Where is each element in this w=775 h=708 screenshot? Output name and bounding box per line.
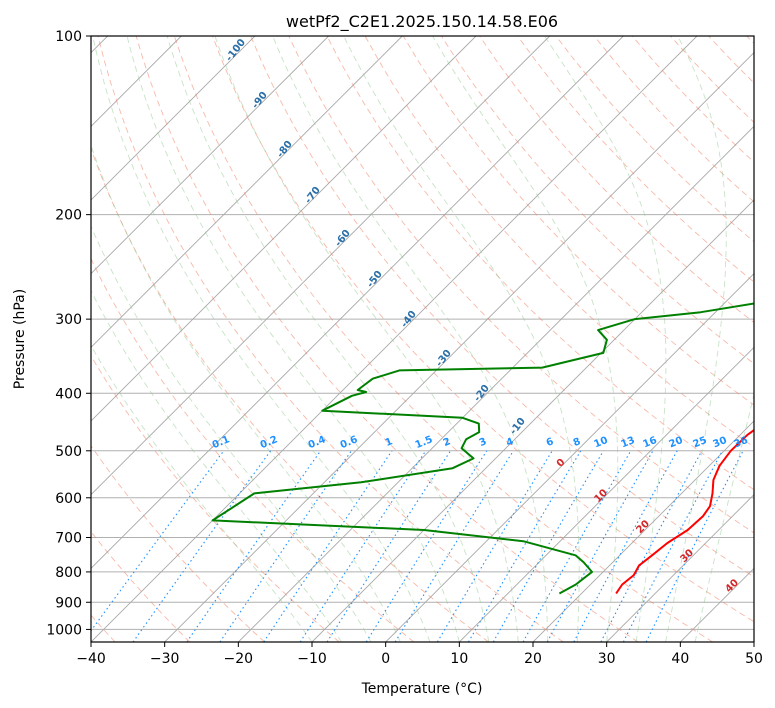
moist-adiabat-line [91,225,372,642]
isotherm-line [459,346,754,642]
moist-adiabat-line [694,392,754,642]
skewed-isotherm-grid [91,36,754,642]
x-tick-label: 0 [381,651,390,667]
mixing-ratio-label: 20 [668,435,685,450]
dry-adiabat-line [97,36,564,642]
moist-adiabat-line [214,36,519,642]
moist-adiabat-line [92,36,431,642]
isotherm-line [532,420,754,642]
isotherm-line [753,641,754,642]
mixing-ratio-label: 8 [572,436,583,449]
mixing-ratio-label: 13 [620,435,637,450]
isotherm-line [91,36,403,348]
dry-adiabat-line [288,36,754,534]
moist-adiabat-line [343,36,580,642]
y-tick-label: 700 [55,531,82,547]
mixing-ratio-label: 3 [478,436,489,449]
moist-adiabat-line [126,36,460,642]
y-tick-label: 800 [55,565,82,581]
mixing-ratio-label: 6 [545,436,556,449]
sounding-profiles [211,302,754,595]
x-tick-label: −30 [150,651,180,667]
y-tick-label: 100 [55,29,82,45]
mixing-ratio-label: 10 [593,435,610,450]
moist-adiabat-line [544,36,667,642]
x-axis: −40 −30 −20 −10 0 10 20 30 40 50 [76,642,763,667]
y-tick-label: 300 [55,312,82,328]
y-tick-label: 400 [55,386,82,402]
mixing-ratio-line [263,450,393,642]
isotherm-line [164,52,754,642]
dry-adiabat-line [91,444,265,642]
mixing-ratio-line [573,450,678,642]
x-tick-label: 20 [524,651,542,667]
isotherm-line [91,36,477,422]
x-tick-label: −10 [297,651,327,667]
y-tick-label: 1000 [46,622,82,638]
isotherm-line [385,273,754,642]
isotherm-line [606,494,754,642]
moist-adiabat-line [665,36,727,642]
mixing-ratio-line [186,450,322,642]
isotherm-line [91,36,698,642]
isobar-grid [91,36,754,630]
mixing-ratio-label: 1 [384,436,395,449]
dry-adiabat-line [212,36,754,623]
moist-adiabat-line [91,143,401,642]
dry-adiabat-line [517,36,754,283]
mixing-ratio-line [299,450,427,642]
x-tick-label: 50 [745,651,763,667]
dewpoint-profile-line [211,302,754,595]
mixing-ratio-label: 30 [712,435,729,450]
mixing-ratio-line [394,450,514,642]
y-axis-title: Pressure (hPa) [12,289,28,389]
moist-adiabat-line [91,289,342,642]
mixing-ratio-lines [91,450,744,642]
chart-title: wetPf2_C2E1.2025.150.14.58.E06 [286,12,558,32]
mixing-ratio-label: 36 [733,435,750,450]
isotherm-line [91,36,624,569]
mixing-ratio-line [219,450,352,642]
x-axis-title: Temperature (°C) [361,681,483,697]
moist-adiabat-line [166,36,490,642]
dry-adiabat-line [173,36,713,642]
x-tick-label: −40 [76,651,106,667]
mixing-ratio-line [365,450,488,642]
x-tick-label: 40 [671,651,689,667]
moist-adiabat-line [91,344,313,642]
x-tick-label: 30 [598,651,616,667]
mixing-ratio-line [436,450,553,642]
moist-adiabat-line [272,36,549,642]
y-tick-label: 600 [55,491,82,507]
y-axis: 100 200 300 400 500 600 700 800 900 1000 [46,29,91,638]
mixing-ratio-label: 4 [505,436,516,449]
y-tick-label: 900 [55,595,82,611]
plot-background [91,36,754,642]
moist-adiabats [91,36,754,642]
y-tick-label: 200 [55,208,82,224]
isotherm-line [91,36,256,201]
mixing-ratio-label: 16 [642,435,659,450]
moist-adiabat-line [432,36,619,642]
mixing-ratio-label: 25 [692,435,709,450]
plot-frame [90,35,755,643]
isotherm-line [238,125,754,642]
mixing-ratio-line [468,450,582,642]
mixing-ratio-line [600,450,703,642]
y-tick-label: 500 [55,444,82,460]
x-tick-label: 10 [450,651,468,667]
mixing-ratio-line [326,450,452,642]
isotherm-line [91,36,329,275]
dry-adiabat-line [91,257,415,642]
dry-adiabat-line [326,36,754,491]
mixing-ratio-label: 2 [442,436,453,449]
dry-adiabat-line [250,36,754,578]
temperature-profile-line [615,428,754,595]
x-tick-label: −20 [224,651,254,667]
isotherm-line [91,36,550,496]
